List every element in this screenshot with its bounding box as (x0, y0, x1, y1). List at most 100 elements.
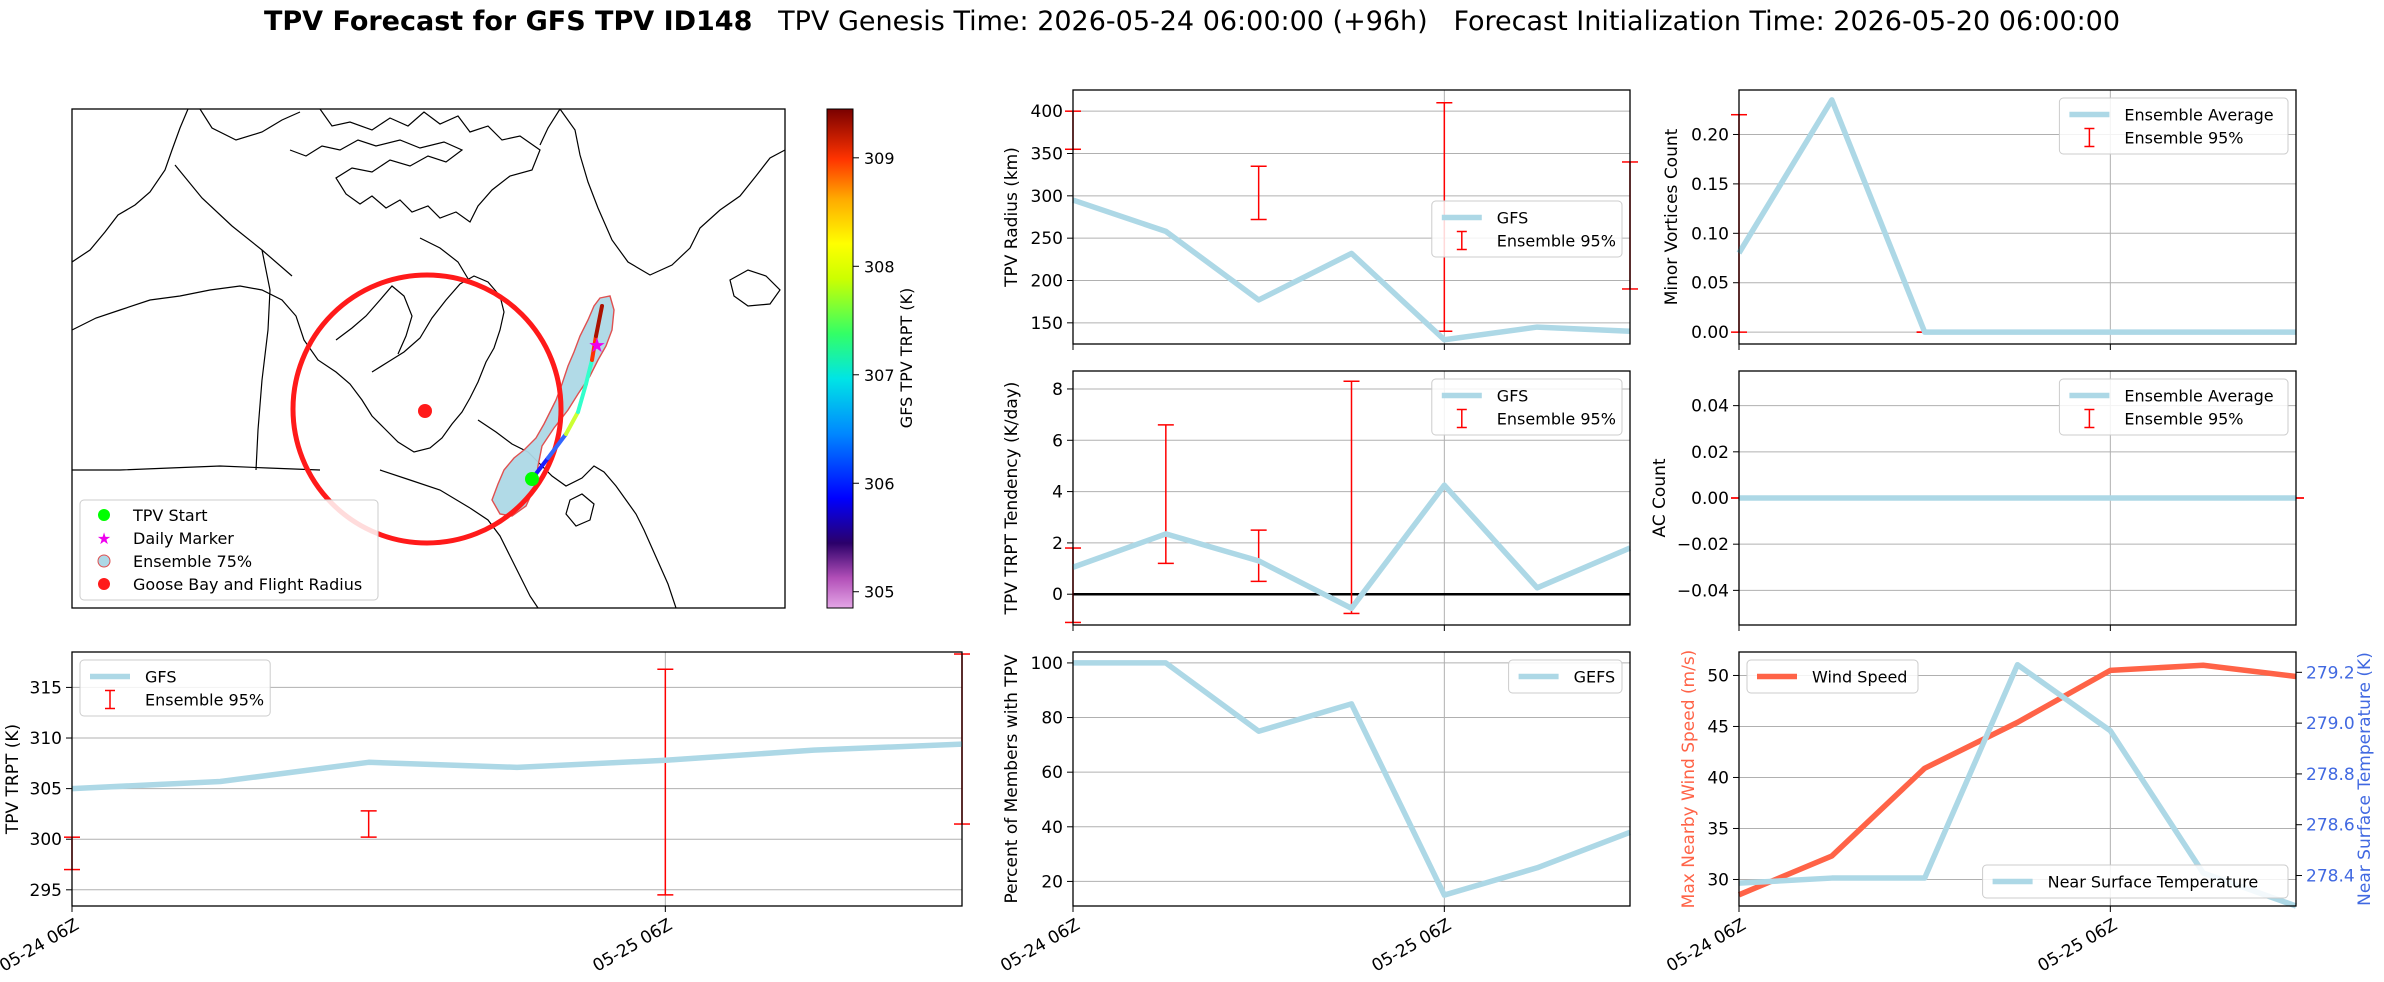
track-seg-4 (576, 382, 588, 414)
legend-box (1508, 659, 1623, 694)
plot-area (1739, 652, 2296, 906)
plot-area (1073, 652, 1630, 906)
legend-tpv-start-icon (98, 509, 110, 521)
legend: GFS Ensemble 95% (79, 659, 271, 717)
legend-label: Ensemble Average (2124, 387, 2273, 406)
y-right-tick-label: 278.6 (2306, 816, 2355, 836)
colorbar-tick-label: 306 (864, 474, 895, 493)
legend-label: Ensemble 95% (1497, 410, 1616, 429)
y-axis-label: TPV TRPT Tendency (K/day) (1002, 382, 1022, 616)
x-tick-label: 05-25 06Z (1369, 915, 1455, 976)
figure-title: TPV Forecast for GFS TPV ID148 TPV Genes… (0, 6, 2384, 37)
legend-label: Ensemble 95% (145, 691, 264, 710)
map-legend: TPV Start ★ Daily Marker Ensemble 75% Go… (79, 499, 379, 601)
legend-label: GFS (1497, 209, 1528, 228)
map-legend-box (79, 499, 379, 601)
y-tick-label: 20 (1041, 872, 1063, 892)
y-tick-label: 150 (1031, 314, 1063, 334)
y-tick-label: 300 (30, 830, 62, 850)
daily-marker-star: ★ (588, 333, 606, 357)
legend-box (2058, 97, 2289, 155)
colorbar-tick-label: 308 (864, 257, 895, 276)
x-tick-label: 05-25 06Z (590, 915, 676, 976)
flight-radius-circle (290, 272, 564, 546)
boundary-territories (72, 249, 321, 471)
y-tick-label: 45 (1707, 717, 1729, 737)
colorbar-tick-label: 307 (864, 366, 895, 385)
y-tick-label: 4 (1052, 483, 1063, 503)
y-tick-label: 0.05 (1691, 274, 1729, 294)
series-line-0 (1737, 662, 2297, 898)
panel-wind_temp: 30 35 40 45 50 05-24 06Z 05-25 06Z 278.4 278.6 27… (1663, 650, 2375, 977)
panel-tendency: 0 2 4 6 8 TPV TRPT Tendency (K/day) GFS Ensembl… (1002, 370, 1632, 631)
panel-minor_vortices: 0.00 0.05 0.10 0.15 0.20 Minor Vortices Count… (1662, 89, 2297, 350)
colorbar-gradient (826, 108, 854, 609)
legend-label: GFS (145, 668, 176, 687)
legend-label: Ensemble Average (2124, 106, 2273, 125)
x-tick-label: 05-25 06Z (2035, 915, 2121, 976)
legend-label: Ensemble 95% (2124, 129, 2243, 148)
x-tick-label: 05-24 06Z (1663, 915, 1749, 976)
y-right-axis-label: Near Surface Temperature (K) (2355, 652, 2375, 906)
y-tick-label: 0.04 (1691, 397, 1729, 417)
legend-ensemble-75-icon (97, 554, 111, 568)
y-tick-label: 0.20 (1691, 125, 1729, 145)
panel-members: 20 40 60 80 100 05-24 06Z 05-25 06Z Percent of … (997, 651, 1631, 976)
y-axis-label: Max Nearby Wind Speed (m/s) (1679, 650, 1699, 909)
track-seg-2 (546, 432, 568, 460)
legend-ensemble-75: Ensemble 75% (133, 552, 252, 571)
y-tick-label: 60 (1041, 763, 1063, 783)
axes-frame (1738, 89, 2297, 345)
series-line-0 (1072, 482, 1632, 612)
axes-frame (1072, 89, 1631, 345)
legend-label: GFS (1497, 387, 1528, 406)
colorbar-ticks: 309 308 307 306 305 (853, 149, 895, 602)
y-axis-label: Minor Vortices Count (1662, 128, 1682, 305)
coastline-iceland (729, 269, 781, 307)
boundary-alaska-canada (174, 164, 293, 277)
colorbar-label: GFS TPV TRPT (K) (897, 288, 916, 428)
legend-daily-marker: Daily Marker (133, 529, 234, 548)
y-right-tick-label: 279.2 (2306, 663, 2355, 683)
tpv-track (530, 304, 604, 481)
axes-frame (1738, 651, 2297, 907)
track-seg-7 (594, 304, 604, 338)
series-line-0 (1073, 660, 1631, 898)
title-main: TPV Forecast for GFS TPV ID148 (263, 6, 753, 37)
panel-ac_count: −0.04 −0.02 0.00 0.02 0.04 AC Count Ensemble A… (1650, 370, 2304, 631)
y-tick-label: 100 (1031, 654, 1063, 674)
legend-label: GEFS (1574, 668, 1616, 687)
y-tick-label: 200 (1031, 272, 1063, 292)
axes-frame (1072, 651, 1631, 907)
y-tick-label: 350 (1031, 145, 1063, 165)
legend-label: Ensemble 95% (2124, 410, 2243, 429)
y-tick-label: 0.00 (1691, 489, 1729, 509)
y-tick-label: 400 (1031, 102, 1063, 122)
axes-frame (1072, 370, 1631, 626)
legend-label: Ensemble 95% (1497, 232, 1616, 251)
map-panel: ★ TPV Start ★ Daily Marker Ensemble 75% … (71, 108, 786, 609)
series-line-0 (71, 741, 963, 792)
goose-bay-marker (418, 404, 432, 418)
legend-tpv-start: TPV Start (132, 506, 208, 525)
y-tick-label: 80 (1041, 709, 1063, 729)
ensemble-75-region (491, 295, 615, 517)
legend: Ensemble Average Ensemble 95% (2058, 378, 2289, 436)
y-tick-label: 0.00 (1691, 323, 1729, 343)
title-genesis: TPV Genesis Time: 2026-05-24 06:00:00 (+… (778, 6, 1428, 37)
y-right-tick-label: 278.4 (2306, 867, 2355, 887)
y-tick-label: 305 (30, 780, 62, 800)
x-tick-label: 05-24 06Z (997, 915, 1083, 976)
y-tick-label: 35 (1707, 819, 1729, 839)
axes-frame (71, 651, 963, 907)
coastline-newfoundland (565, 493, 595, 527)
legend-daily-marker-icon: ★ (97, 529, 111, 548)
coastline-arctic-islands (199, 109, 541, 223)
track-seg-5 (584, 358, 594, 386)
track-seg-6 (590, 334, 598, 362)
y-axis-label: Percent of Members with TPV (1002, 654, 1022, 903)
legend-label: Near Surface Temperature (2048, 873, 2259, 892)
y-axis-label: TPV Radius (km) (1002, 147, 1022, 288)
y-tick-label: 8 (1052, 380, 1063, 400)
